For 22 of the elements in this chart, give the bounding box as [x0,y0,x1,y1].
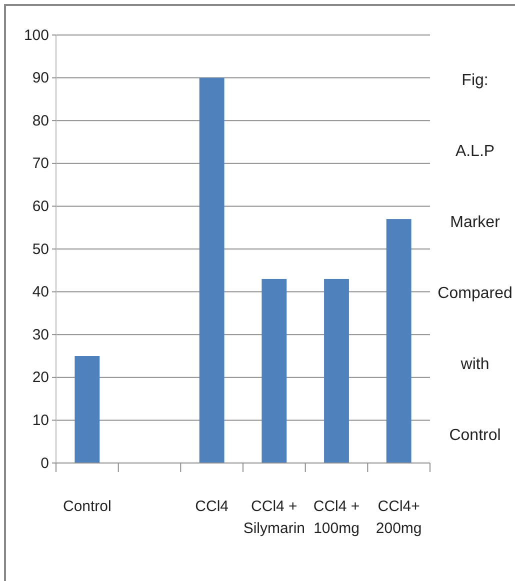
y-tick-label: 50 [32,240,49,258]
x-tick-label: CCl4 + 100mg [313,498,360,537]
y-tick-label: 10 [32,412,49,429]
y-tick-label: 70 [32,155,49,172]
y-tick-label: 20 [32,369,49,386]
y-tick-label: 40 [32,284,49,301]
chart-title: Fig: A.L.P Marker Compared with Control [438,72,512,444]
y-tick-label: 30 [32,326,49,344]
x-tick-label: Control [62,498,112,515]
bar [74,356,100,463]
y-tick-label: 80 [32,112,49,130]
x-tick-label: CCl4 + Silymarin [243,498,306,537]
y-tick-label: 90 [32,70,49,87]
y-tick-label: 60 [32,198,49,215]
bar [262,278,287,463]
bar [386,219,412,463]
bar [199,78,224,463]
y-tick-label: 0 [40,454,49,472]
bar [324,278,349,463]
x-tick-label: CCl4 [195,498,229,515]
x-tick-label: CCl4+ 200mg [376,498,422,537]
y-tick-label: 100 [24,26,49,44]
